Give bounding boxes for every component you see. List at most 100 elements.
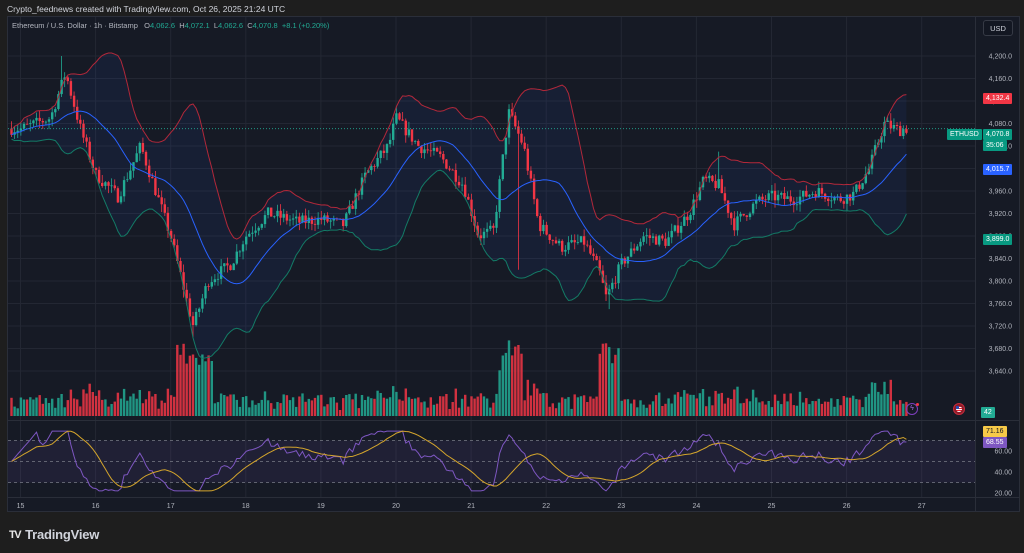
candle-body xyxy=(176,245,179,261)
candle-body xyxy=(420,145,423,154)
volume-bar xyxy=(852,395,855,416)
volume-bar xyxy=(698,393,702,416)
rsi-tick-label: 60.00 xyxy=(994,449,1012,456)
candle-body xyxy=(852,191,855,201)
candle-body xyxy=(354,193,357,209)
candle-body xyxy=(817,188,820,198)
currency-button[interactable]: USD xyxy=(983,20,1013,36)
candle-body xyxy=(636,246,639,251)
candle-body xyxy=(776,194,780,201)
volume-bar xyxy=(22,399,26,416)
candle-body xyxy=(717,179,720,188)
volume-bar xyxy=(767,401,770,416)
volume-bar xyxy=(817,398,820,416)
volume-bar xyxy=(464,394,467,416)
volume-bar xyxy=(122,388,126,416)
candle-body xyxy=(442,154,445,160)
volume-bar xyxy=(201,354,204,416)
volume-bar xyxy=(827,401,830,416)
candle-body xyxy=(254,230,257,233)
volume-bar xyxy=(748,401,752,416)
volume-bar xyxy=(47,403,51,416)
candle-body xyxy=(276,210,279,217)
bollinger-fill xyxy=(11,53,907,359)
volume-bar xyxy=(226,396,229,416)
candle-body xyxy=(116,188,120,203)
volume-bar xyxy=(808,404,811,416)
volume-bar xyxy=(708,396,711,416)
candle-body xyxy=(332,218,335,221)
candle-body xyxy=(532,178,536,200)
candle-body xyxy=(401,119,404,121)
candle-body xyxy=(38,117,41,121)
volume-bar xyxy=(291,397,295,416)
volume-bar xyxy=(536,388,539,416)
candle-body xyxy=(582,236,586,245)
volume-bar xyxy=(76,399,79,416)
volume-bar xyxy=(345,395,348,416)
candle-body xyxy=(814,194,817,198)
volume-bar xyxy=(798,391,802,416)
volume-bar xyxy=(38,395,41,416)
candle-body xyxy=(661,235,664,239)
volume-bar xyxy=(329,397,332,416)
volume-bar xyxy=(104,399,107,416)
candle-body xyxy=(786,196,789,199)
candle-body xyxy=(429,150,432,152)
candle-body xyxy=(282,214,285,218)
candle-body xyxy=(135,153,138,163)
candle-body xyxy=(673,225,677,231)
candle-body xyxy=(489,225,492,229)
volume-bar xyxy=(342,398,345,416)
candle-body xyxy=(902,129,905,136)
candle-body xyxy=(642,236,645,242)
candle-body xyxy=(482,231,486,239)
candle-body xyxy=(232,263,235,271)
candle-body xyxy=(423,149,426,154)
candle-body xyxy=(88,141,91,160)
volume-bar xyxy=(514,346,517,416)
candle-body xyxy=(720,179,723,194)
volume-bar xyxy=(295,406,298,416)
volume-bar xyxy=(604,343,608,416)
lightning-event-icon[interactable]: ϟ xyxy=(906,403,918,415)
volume-bar xyxy=(254,404,257,416)
volume-bar xyxy=(235,399,238,416)
candle-body xyxy=(526,148,529,171)
volume-bar xyxy=(260,399,263,416)
us-flag-event-icon[interactable] xyxy=(953,403,965,415)
candle-body xyxy=(664,238,667,246)
volume-bar xyxy=(232,394,235,416)
candle-body xyxy=(54,109,57,113)
bollinger-upper-line xyxy=(11,52,907,240)
volume-bar xyxy=(448,409,451,416)
candle-body xyxy=(467,196,470,200)
candle-body xyxy=(714,180,717,188)
volume-bar xyxy=(589,396,592,416)
candle-body xyxy=(29,123,32,125)
candle-body xyxy=(855,184,858,192)
volume-bar xyxy=(482,396,486,416)
volume-bar xyxy=(126,400,129,416)
candle-body xyxy=(57,94,60,109)
candle-body xyxy=(554,240,558,244)
volume-bar xyxy=(877,391,880,416)
close-value: 4,070.8 xyxy=(252,21,278,30)
volume-bar xyxy=(676,392,680,416)
time-tick-label: 17 xyxy=(167,503,175,510)
tradingview-brand[interactable]: TV TradingView xyxy=(9,527,99,542)
volume-bar xyxy=(858,399,861,416)
candle-body xyxy=(842,201,845,204)
volume-bar xyxy=(795,405,799,416)
candle-body xyxy=(316,217,320,225)
volume-bar xyxy=(360,395,364,416)
chart-panel[interactable] xyxy=(7,16,1020,512)
candle-body xyxy=(32,120,35,124)
candle-body xyxy=(592,253,595,256)
candle-body xyxy=(407,129,411,136)
volume-bar xyxy=(144,399,148,416)
volume-bar xyxy=(595,396,598,416)
volume-bar xyxy=(82,389,85,416)
candle-body xyxy=(529,170,533,179)
